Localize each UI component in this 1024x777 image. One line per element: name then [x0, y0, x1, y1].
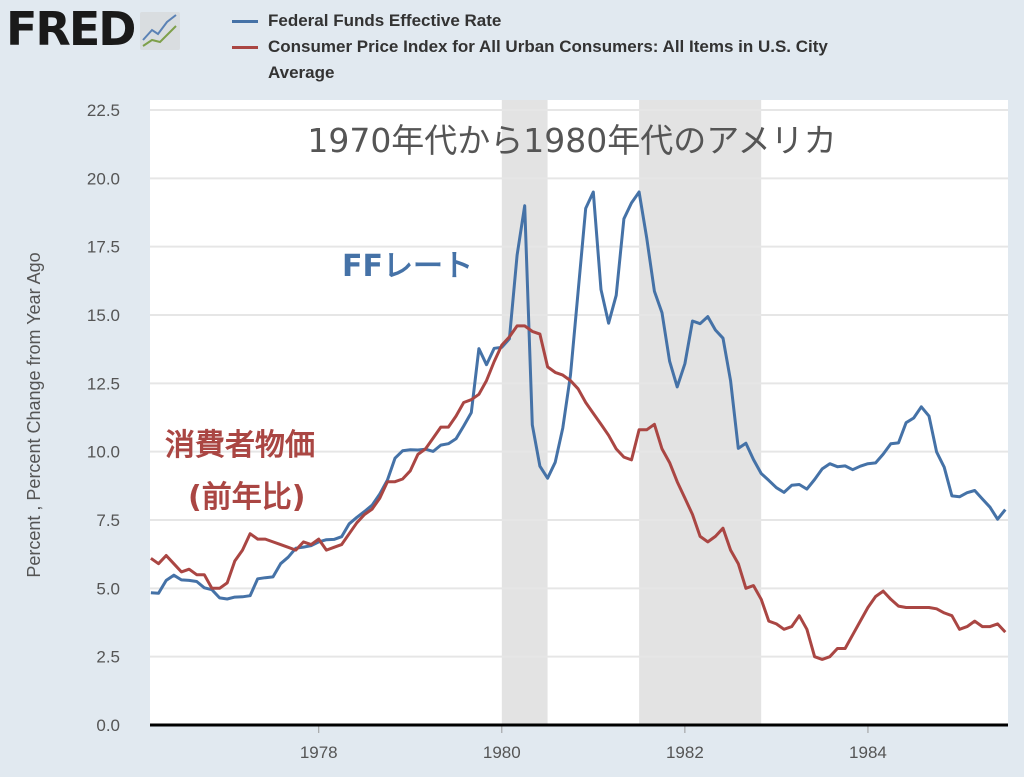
- legend-swatch-red: [232, 46, 258, 49]
- recession-band: [639, 100, 762, 725]
- y-axis-ticks: 0.0 2.5 5.0 7.5 10.0 12.5 15.0 17.5 20.0 22.5: [87, 101, 120, 735]
- fed-funds-rate-line: [150, 190, 1007, 601]
- y-tick-label: 17.5: [87, 238, 120, 257]
- cpi-annotation-line2: (前年比): [188, 480, 305, 515]
- y-tick-label: 0.0: [96, 716, 120, 735]
- y-tick-label: 5.0: [96, 579, 120, 598]
- gridlines: [150, 109, 1008, 658]
- plot-area: [150, 100, 1008, 725]
- recession-band: [501, 100, 548, 725]
- legend-label: Consumer Price Index for All Urban Consu…: [268, 37, 828, 82]
- y-axis-label: Percent , Percent Change from Year Ago: [24, 252, 44, 577]
- x-tick-label: 1978: [300, 743, 338, 762]
- x-tick-label: 1984: [849, 743, 887, 762]
- legend-label: Federal Funds Effective Rate: [268, 11, 502, 30]
- y-tick-label: 22.5: [87, 101, 120, 120]
- y-tick-label: 10.0: [87, 443, 120, 462]
- recession-shading: [501, 100, 762, 725]
- y-tick-label: 7.5: [96, 511, 120, 530]
- x-tick-label: 1982: [666, 743, 704, 762]
- y-tick-label: 20.0: [87, 169, 120, 188]
- y-tick-label: 15.0: [87, 306, 120, 325]
- fred-logo[interactable]: FRED: [6, 2, 181, 56]
- x-axis-ticks: 1978 1980 1982 1984: [300, 725, 887, 762]
- legend-item-fedfunds[interactable]: Federal Funds Effective Rate: [232, 8, 848, 34]
- cpi-annotation-line1: 消費者物価: [165, 428, 315, 463]
- fred-logo-text: FRED: [6, 2, 136, 56]
- chart-trend-icon: [140, 12, 181, 50]
- ff-rate-annotation: FFレート: [342, 249, 473, 284]
- y-tick-label: 2.5: [96, 648, 120, 667]
- legend-swatch-blue: [232, 20, 258, 23]
- y-tick-label: 12.5: [87, 374, 120, 393]
- cpi-yoy-line: [150, 324, 1007, 661]
- legend: Federal Funds Effective Rate Consumer Pr…: [232, 8, 848, 86]
- x-tick-label: 1980: [483, 743, 521, 762]
- series-lines: [150, 190, 1007, 661]
- legend-item-cpi[interactable]: Consumer Price Index for All Urban Consu…: [232, 34, 848, 86]
- chart-title-annotation: 1970年代から1980年代のアメリカ: [307, 121, 836, 160]
